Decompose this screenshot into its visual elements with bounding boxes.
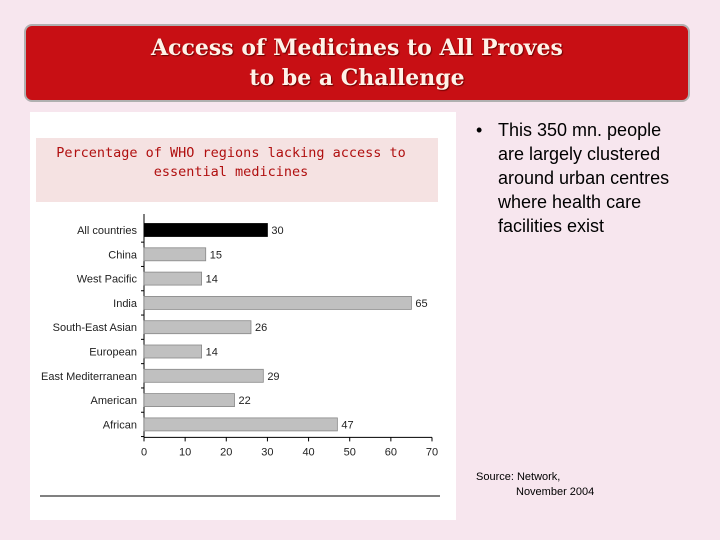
category-label: All countries xyxy=(77,225,137,237)
bar xyxy=(143,223,268,237)
category-label: East Mediterranean xyxy=(41,371,137,383)
category-label: China xyxy=(108,249,138,261)
slide-title-line-1: Access of Medicines to All Proves xyxy=(151,35,563,61)
source-line-2: November 2004 xyxy=(516,486,595,498)
chart-panel: Percentage of WHO regions lacking access… xyxy=(30,112,456,520)
bar xyxy=(143,368,264,383)
chart-title: Percentage of WHO regions lacking access… xyxy=(56,145,406,180)
data-label: 14 xyxy=(206,347,218,359)
source-line-1: Source: Network, xyxy=(476,471,561,483)
category-label: West Pacific xyxy=(77,274,138,286)
bullet-dot-icon: • xyxy=(476,120,483,140)
x-tick-label: 40 xyxy=(302,446,314,458)
category-label: African xyxy=(103,419,137,431)
bar xyxy=(143,295,412,310)
x-tick-label: 50 xyxy=(344,446,356,458)
data-label: 26 xyxy=(255,322,267,334)
slide-title-line-2: to be a Challenge xyxy=(249,65,465,91)
bullet-point: • This 350 mn. people are largely cluste… xyxy=(476,118,676,238)
category-label: European xyxy=(89,347,137,359)
x-tick-label: 10 xyxy=(179,446,191,458)
data-label: 29 xyxy=(267,371,279,383)
bar-chart: 0 10 20 30 40 50 60 70 All countries 30 China 15 Wes… xyxy=(40,214,440,497)
x-tick-label: 0 xyxy=(141,446,147,458)
category-label: South-East Asian xyxy=(53,322,137,334)
x-tick-label: 20 xyxy=(220,446,232,458)
data-label: 15 xyxy=(210,249,222,261)
x-tick-label: 30 xyxy=(261,446,273,458)
bar xyxy=(143,344,202,359)
category-label: India xyxy=(113,298,138,310)
bar xyxy=(143,393,235,408)
category-label: American xyxy=(91,395,137,407)
bar xyxy=(143,271,202,286)
bullet-text: This 350 mn. people are largely clustere… xyxy=(498,120,670,236)
data-label: 65 xyxy=(415,298,427,310)
bar xyxy=(143,417,338,432)
data-label: 47 xyxy=(341,419,353,431)
data-label: 14 xyxy=(206,274,218,286)
bar xyxy=(143,247,207,262)
chart-header xyxy=(36,138,438,202)
bar xyxy=(143,320,252,335)
x-tick-label: 70 xyxy=(426,446,438,458)
data-label: 30 xyxy=(271,225,283,237)
source-note: Source: Network, November 2004 xyxy=(476,470,594,500)
data-label: 22 xyxy=(239,395,251,407)
x-tick-label: 60 xyxy=(385,446,397,458)
title-banner: Access of Medicines to All Proves to be … xyxy=(24,24,690,102)
